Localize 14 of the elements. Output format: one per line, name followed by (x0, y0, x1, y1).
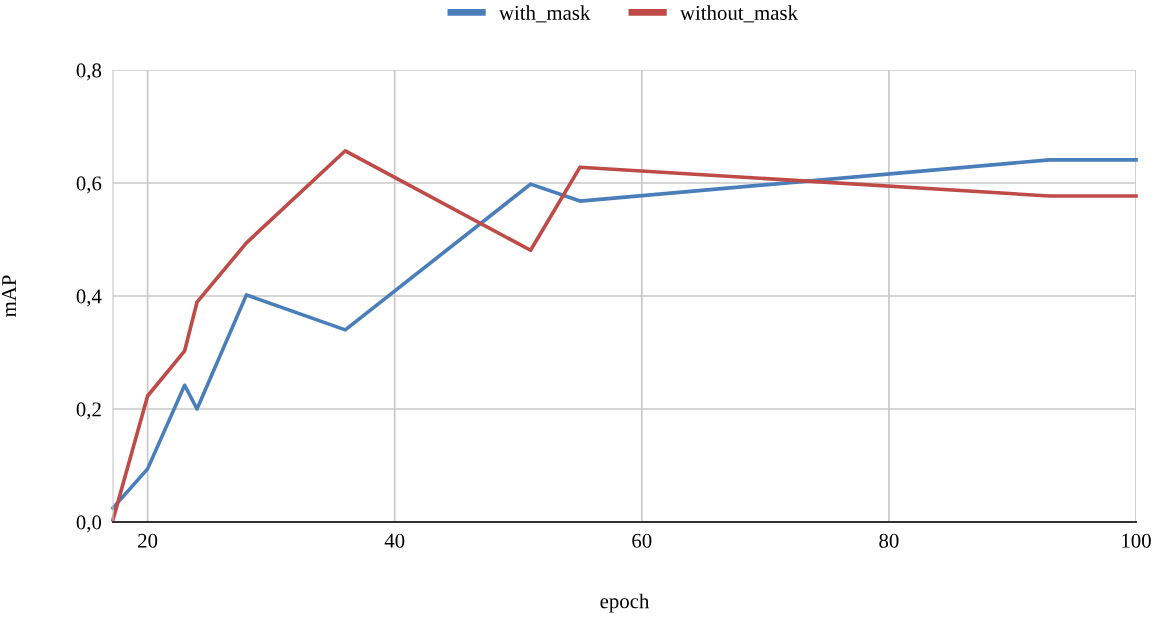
x-tick-label: 100 (1122, 533, 1151, 548)
x-axis-title: epoch (600, 593, 650, 613)
y-tick-label: 0,2 (76, 402, 101, 420)
y-axis-title: mAP (2, 275, 16, 317)
legend-label: without_mask (679, 5, 798, 23)
x-tick-label: 60 (632, 533, 652, 548)
y-tick-label: 0,4 (76, 289, 102, 307)
x-tick-label: 80 (879, 533, 899, 548)
x-tick-label: 40 (384, 533, 405, 548)
x-tick-label: 20 (138, 533, 158, 548)
y-tick-label: 0,0 (76, 515, 102, 533)
y-tick-label: 0,6 (76, 176, 102, 194)
legend-label: with_mask (498, 5, 591, 23)
y-tick-label: 0,8 (76, 63, 102, 81)
